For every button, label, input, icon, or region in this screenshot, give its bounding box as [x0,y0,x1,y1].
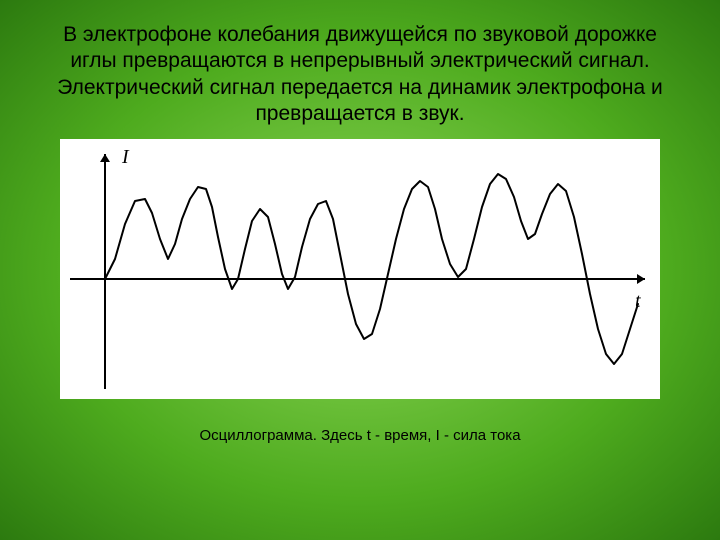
svg-text:t: t [635,290,641,312]
svg-text:I: I [121,146,130,168]
main-paragraph: В электрофоне колебания движущейся по зв… [0,0,720,139]
oscillogram-chart: It [60,139,660,399]
chart-caption: Осциллограмма. Здесь t - время, I - сила… [199,427,520,444]
